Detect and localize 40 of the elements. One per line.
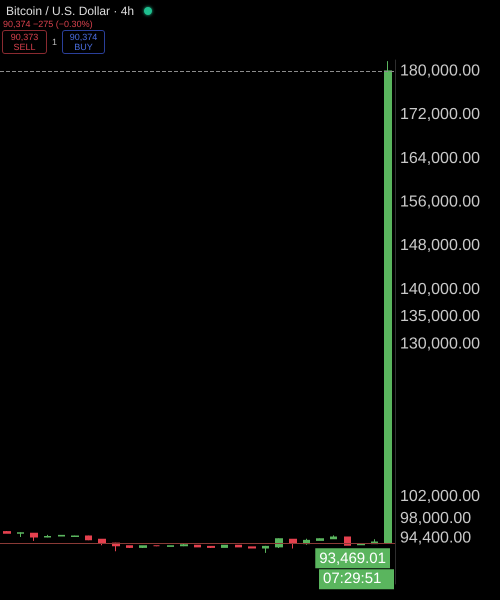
candlestick: [384, 60, 392, 544]
candlestick: [17, 532, 24, 538]
y-tick-label: 94,400.00: [400, 530, 472, 547]
sell-button: 90,373 SELL: [2, 30, 47, 54]
y-tick-label: 148,000.00: [400, 237, 480, 254]
candlestick: [194, 544, 201, 548]
candlestick: [316, 538, 324, 542]
ref-line-label: 93,469.01: [319, 550, 386, 568]
candlestick: [221, 544, 228, 548]
candlestick: [167, 544, 174, 548]
candlestick: [85, 534, 92, 541]
candlestick: [3, 530, 11, 534]
candlestick: [58, 534, 65, 538]
y-tick-label: 140,000.00: [400, 280, 480, 298]
text: 1: [52, 37, 58, 47]
buy-button: 90,374 BUY: [62, 30, 105, 54]
candlestick: [330, 534, 337, 540]
y-tick-label: 172,000.00: [400, 106, 480, 124]
y-tick-label: 135,000.00: [400, 308, 480, 326]
y-tick-label: 102,000.00: [400, 488, 480, 506]
y-tick-label: 156,000.00: [400, 193, 480, 210]
candlestick: [139, 544, 147, 548]
candlestick: [262, 545, 269, 554]
candlestick: [30, 532, 38, 542]
candlestick: [235, 544, 242, 548]
candlestick: [180, 543, 188, 547]
candlestick: [71, 534, 79, 538]
candlestick: [44, 534, 51, 538]
y-tick-label: 180,000.00: [400, 62, 480, 80]
annotation: 07:29:51: [323, 570, 382, 588]
candlestick: [98, 538, 106, 546]
candlestick: [248, 546, 256, 550]
candlestick: [289, 538, 297, 550]
candlestick: [126, 544, 133, 548]
candlestick: [207, 546, 215, 548]
chart-subtitle: 90,374 −275 (−0.30%): [3, 19, 93, 30]
chart-title: Bitcoin / U.S. Dollar · 4h: [6, 4, 134, 18]
y-tick-label: 130,000.00: [400, 335, 480, 352]
y-tick-label: 98,000.00: [400, 510, 472, 527]
y-tick-label: 164,000.00: [400, 150, 480, 167]
